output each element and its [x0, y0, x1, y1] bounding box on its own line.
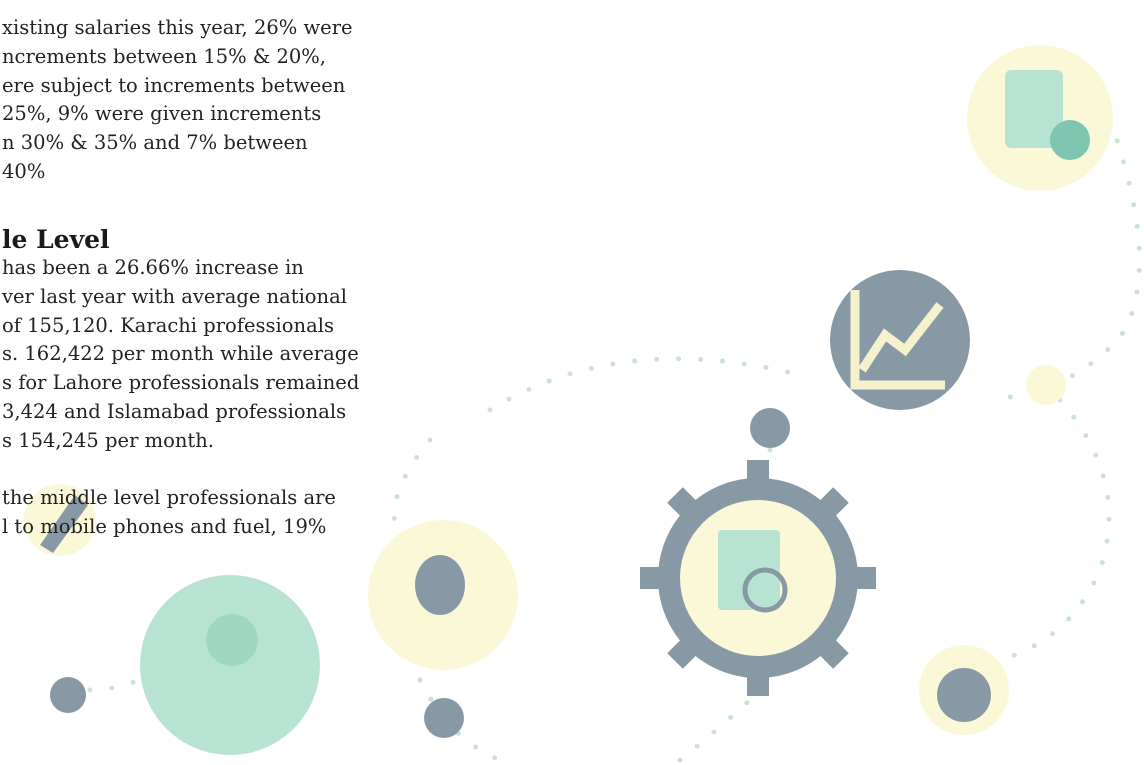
- circle: [50, 677, 86, 713]
- magnifier: [742, 567, 788, 613]
- text-line: xisting salaries this year, 26% were: [2, 16, 353, 39]
- search-icon: [206, 614, 258, 666]
- clipboard-icon: [1005, 70, 1063, 148]
- check-icon: [1050, 120, 1090, 160]
- section-heading: le Level: [2, 225, 110, 254]
- bulb-icon: [415, 555, 465, 615]
- text-line: s 154,245 per month.: [2, 428, 214, 452]
- text-line: s. 162,422 per month while average: [2, 342, 359, 366]
- text-line: of 155,120. Karachi professionals: [2, 313, 334, 337]
- circle: [750, 408, 790, 448]
- text-line: 25%, 9% were given increments: [2, 102, 322, 126]
- circle: [1026, 365, 1066, 405]
- text-line: the middle level professionals are: [2, 486, 336, 509]
- pie-icon: [937, 668, 991, 722]
- doc-icon: [718, 530, 780, 610]
- text-line: has been a 26.66% increase in: [2, 256, 304, 279]
- text-line: ere subject to increments between: [2, 73, 346, 97]
- dots: [391, 437, 433, 543]
- text-line: n 30% & 35% and 7% between: [2, 131, 308, 155]
- dots: [677, 687, 763, 763]
- text-line: ver last year with average national: [2, 284, 347, 308]
- dots: [997, 397, 1112, 663]
- circle: [424, 698, 464, 738]
- dots: [487, 356, 803, 413]
- text-line: 3,424 and Islamabad professionals: [2, 400, 347, 423]
- pencil-icon: [40, 495, 88, 553]
- text-line: ncrements between 15% & 20%,: [2, 44, 326, 68]
- text-line: 40%: [2, 160, 46, 183]
- text-line: l to mobile phones and fuel, 19%: [2, 514, 327, 538]
- text-line: s for Lahore professionals remained: [2, 371, 360, 395]
- chart-icon: [850, 290, 945, 390]
